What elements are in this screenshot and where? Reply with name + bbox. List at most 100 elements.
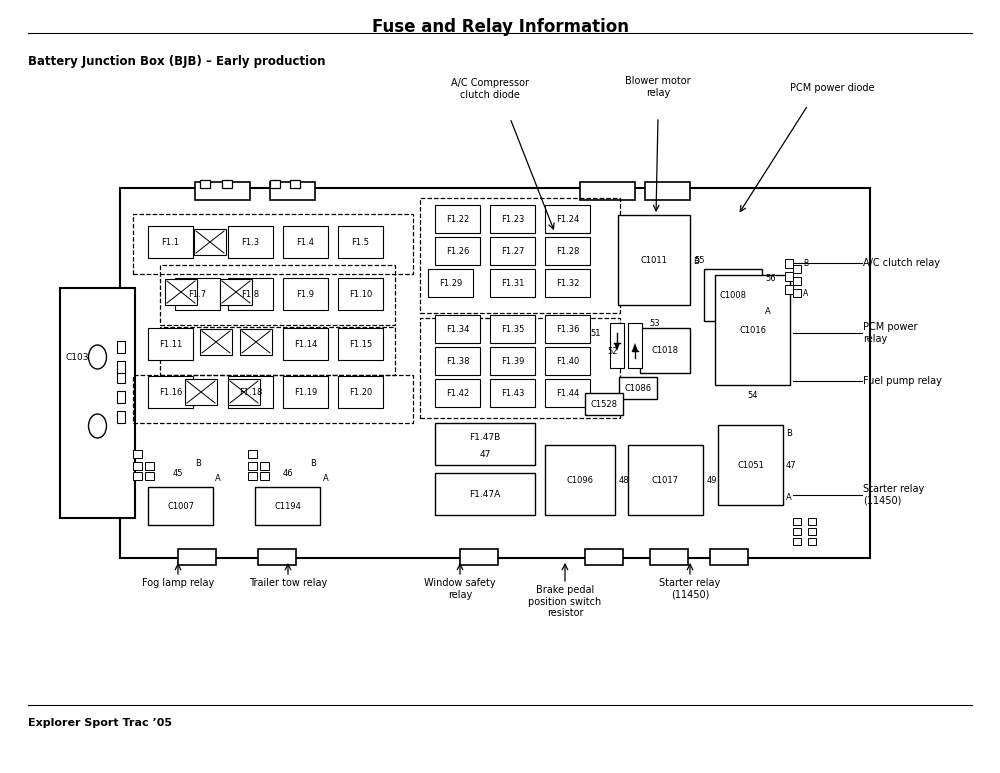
Bar [545, 205, 590, 233]
Bar [545, 379, 590, 407]
Text: C1051: C1051 [737, 461, 764, 469]
Text: 55: 55 [694, 256, 704, 264]
Text: B: B [195, 458, 201, 468]
Text: C1086: C1086 [624, 383, 652, 393]
Bar [228, 379, 260, 405]
Bar [785, 259, 793, 268]
Text: 56: 56 [765, 274, 776, 283]
Bar [148, 328, 193, 360]
Bar [145, 472, 154, 480]
Bar [618, 215, 690, 305]
Bar [133, 450, 142, 458]
Text: A: A [323, 474, 329, 482]
Bar [793, 289, 801, 297]
Bar [117, 341, 125, 353]
Text: F1.29: F1.29 [439, 278, 462, 288]
Bar [793, 518, 801, 525]
Bar [228, 226, 273, 258]
Bar [545, 347, 590, 375]
Text: F1.1: F1.1 [162, 237, 180, 247]
Text: A: A [215, 474, 221, 482]
Bar [610, 323, 624, 368]
Text: Blower motor
relay: Blower motor relay [625, 77, 691, 98]
Text: F1.24: F1.24 [556, 214, 579, 223]
Bar [338, 278, 383, 310]
Bar [248, 472, 257, 480]
Polygon shape [614, 343, 620, 351]
Bar [178, 549, 216, 565]
Text: C1016: C1016 [739, 325, 766, 335]
Bar [585, 393, 623, 415]
Text: Window safety
relay: Window safety relay [424, 578, 496, 600]
Bar [460, 549, 498, 565]
Bar [435, 315, 480, 343]
Text: Starter relay
(11450): Starter relay (11450) [863, 484, 924, 506]
Text: C1017: C1017 [652, 475, 679, 485]
Bar [283, 328, 328, 360]
Bar [338, 226, 383, 258]
Text: C1096: C1096 [566, 475, 594, 485]
Text: F1.47A: F1.47A [469, 489, 501, 499]
Bar [490, 237, 535, 265]
Text: Brake pedal
position switch
resistor: Brake pedal position switch resistor [528, 585, 602, 618]
Bar [545, 315, 590, 343]
Text: F1.44: F1.44 [556, 389, 579, 397]
Bar [117, 371, 125, 383]
Bar [195, 182, 250, 200]
Text: B: B [786, 428, 792, 438]
Bar [808, 518, 816, 525]
Text: Fog lamp relay: Fog lamp relay [142, 578, 214, 588]
Bar [435, 423, 535, 465]
Bar [490, 315, 535, 343]
Bar [785, 272, 793, 281]
Text: 47: 47 [786, 461, 797, 469]
Text: F1.35: F1.35 [501, 325, 524, 333]
Bar [490, 347, 535, 375]
Text: F1.42: F1.42 [446, 389, 469, 397]
Text: C1528: C1528 [590, 400, 618, 408]
Text: F1.31: F1.31 [501, 278, 524, 288]
Text: F1.26: F1.26 [446, 247, 469, 256]
Bar [545, 269, 590, 297]
Bar [148, 376, 193, 408]
Text: Explorer Sport Trac ’05: Explorer Sport Trac ’05 [28, 718, 172, 728]
Text: F1.39: F1.39 [501, 356, 524, 366]
Bar [260, 462, 269, 470]
Bar [165, 279, 197, 305]
Text: F1.9: F1.9 [297, 290, 315, 298]
Bar [580, 182, 635, 200]
Text: F1.40: F1.40 [556, 356, 579, 366]
Text: F1.38: F1.38 [446, 356, 469, 366]
Bar [808, 528, 816, 535]
Text: F1.3: F1.3 [241, 237, 260, 247]
Bar [338, 376, 383, 408]
Text: F1.23: F1.23 [501, 214, 524, 223]
Bar [220, 279, 252, 305]
Bar [148, 487, 213, 525]
Text: C1035: C1035 [65, 352, 94, 362]
Text: 47: 47 [479, 450, 491, 459]
Bar [585, 549, 623, 565]
Bar [248, 450, 257, 458]
Bar [200, 329, 232, 355]
Text: F1.16: F1.16 [159, 387, 182, 397]
Bar [435, 347, 480, 375]
Text: PCM power diode: PCM power diode [790, 83, 874, 93]
Bar [175, 278, 220, 310]
Bar [255, 487, 320, 525]
Ellipse shape [89, 345, 107, 369]
Text: 53: 53 [650, 318, 660, 328]
Bar [160, 327, 395, 375]
Text: PCM power
relay: PCM power relay [863, 322, 918, 344]
Text: A: A [765, 307, 771, 316]
Bar [420, 198, 620, 313]
Bar [160, 265, 395, 325]
Bar [120, 188, 870, 558]
Bar [117, 361, 125, 373]
Bar [628, 323, 642, 368]
Text: A/C clutch relay: A/C clutch relay [863, 258, 940, 268]
Bar [60, 288, 135, 518]
Bar [290, 180, 300, 188]
Bar [435, 379, 480, 407]
Text: F1.7: F1.7 [188, 290, 207, 298]
